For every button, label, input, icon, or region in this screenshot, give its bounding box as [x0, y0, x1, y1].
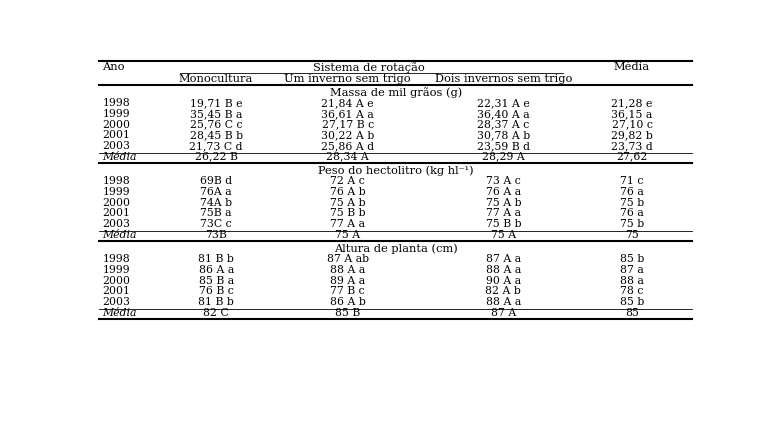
Text: 69B d: 69B d: [200, 176, 232, 186]
Text: 75 b: 75 b: [620, 198, 644, 208]
Text: 28,34 A: 28,34 A: [327, 152, 369, 161]
Text: 75 A b: 75 A b: [486, 198, 521, 208]
Text: 21,73 C d: 21,73 C d: [189, 141, 243, 151]
Text: 2000: 2000: [103, 198, 130, 208]
Text: 76 A a: 76 A a: [486, 187, 521, 197]
Text: 82 A b: 82 A b: [486, 286, 521, 296]
Text: 27,10 c: 27,10 c: [611, 120, 652, 130]
Text: 22,31 A e: 22,31 A e: [477, 98, 530, 108]
Text: 2003: 2003: [103, 141, 130, 151]
Text: 82 C: 82 C: [203, 308, 229, 318]
Text: 28,37 A c: 28,37 A c: [477, 120, 530, 130]
Text: 73C c: 73C c: [201, 219, 232, 229]
Text: 75 A b: 75 A b: [330, 198, 366, 208]
Text: 90 A a: 90 A a: [486, 276, 521, 286]
Text: 77 A a: 77 A a: [486, 208, 521, 218]
Text: 2001: 2001: [103, 286, 130, 296]
Text: Um inverno sem trigo: Um inverno sem trigo: [284, 74, 411, 83]
Text: 89 A a: 89 A a: [330, 276, 365, 286]
Text: 21,28 e: 21,28 e: [611, 98, 652, 108]
Text: 1999: 1999: [103, 265, 130, 275]
Text: Média: Média: [103, 152, 137, 161]
Text: 23,59 B d: 23,59 B d: [477, 141, 530, 151]
Text: 73B: 73B: [205, 230, 227, 240]
Text: Peso do hectolitro (kg hl⁻¹): Peso do hectolitro (kg hl⁻¹): [318, 165, 473, 176]
Text: Média: Média: [103, 308, 137, 318]
Text: 85: 85: [625, 308, 639, 318]
Text: 75 B b: 75 B b: [486, 219, 521, 229]
Text: 78 c: 78 c: [620, 286, 644, 296]
Text: Média: Média: [103, 230, 137, 240]
Text: 88 A a: 88 A a: [486, 297, 521, 307]
Text: 75 b: 75 b: [620, 219, 644, 229]
Text: 87 a: 87 a: [620, 265, 644, 275]
Text: 86 A a: 86 A a: [198, 265, 234, 275]
Text: 36,40 A a: 36,40 A a: [477, 109, 530, 119]
Text: 88 A a: 88 A a: [486, 265, 521, 275]
Text: 25,86 A d: 25,86 A d: [321, 141, 374, 151]
Text: 19,71 B e: 19,71 B e: [190, 98, 242, 108]
Text: 75 B b: 75 B b: [330, 208, 366, 218]
Text: Média: Média: [614, 62, 650, 72]
Text: 75 A: 75 A: [335, 230, 361, 240]
Text: 26,22 B: 26,22 B: [195, 152, 238, 161]
Text: Massa de mil grãos (g): Massa de mil grãos (g): [330, 87, 462, 98]
Text: 87 A: 87 A: [491, 308, 516, 318]
Text: 85 b: 85 b: [620, 254, 644, 264]
Text: 2001: 2001: [103, 208, 130, 218]
Text: Dois invernos sem trigo: Dois invernos sem trigo: [435, 74, 572, 83]
Text: 29,82 b: 29,82 b: [611, 130, 653, 140]
Text: 77 B c: 77 B c: [330, 286, 365, 296]
Text: 81 B b: 81 B b: [198, 297, 234, 307]
Text: 2001: 2001: [103, 130, 130, 140]
Text: 85 B: 85 B: [335, 308, 361, 318]
Text: 23,73 d: 23,73 d: [611, 141, 653, 151]
Text: 30,22 A b: 30,22 A b: [321, 130, 374, 140]
Text: 27,62: 27,62: [616, 152, 648, 161]
Text: 81 B b: 81 B b: [198, 254, 234, 264]
Text: 1999: 1999: [103, 187, 130, 197]
Text: 1999: 1999: [103, 109, 130, 119]
Text: 1998: 1998: [103, 176, 130, 186]
Text: 76 B c: 76 B c: [198, 286, 234, 296]
Text: 2000: 2000: [103, 276, 130, 286]
Text: 72 A c: 72 A c: [330, 176, 365, 186]
Text: 1998: 1998: [103, 98, 130, 108]
Text: 2003: 2003: [103, 219, 130, 229]
Text: 87 A ab: 87 A ab: [327, 254, 369, 264]
Text: Ano: Ano: [103, 62, 125, 72]
Text: Altura de planta (cm): Altura de planta (cm): [334, 243, 458, 254]
Text: 86 A b: 86 A b: [330, 297, 366, 307]
Text: 87 A a: 87 A a: [486, 254, 521, 264]
Text: 36,61 A a: 36,61 A a: [321, 109, 374, 119]
Text: 88 a: 88 a: [620, 276, 644, 286]
Text: 30,78 A b: 30,78 A b: [477, 130, 530, 140]
Text: 2000: 2000: [103, 120, 130, 130]
Text: 21,84 A e: 21,84 A e: [321, 98, 374, 108]
Text: 71 c: 71 c: [620, 176, 644, 186]
Text: 85 B a: 85 B a: [198, 276, 234, 286]
Text: 88 A a: 88 A a: [330, 265, 365, 275]
Text: 28,45 B b: 28,45 B b: [190, 130, 242, 140]
Text: 74A b: 74A b: [200, 198, 232, 208]
Text: 76A a: 76A a: [201, 187, 232, 197]
Text: 85 b: 85 b: [620, 297, 644, 307]
Text: 25,76 C c: 25,76 C c: [190, 120, 242, 130]
Text: 76 a: 76 a: [620, 187, 644, 197]
Text: 76 A b: 76 A b: [330, 187, 366, 197]
Text: 28,29 A: 28,29 A: [482, 152, 525, 161]
Text: 77 A a: 77 A a: [330, 219, 365, 229]
Text: 1998: 1998: [103, 254, 130, 264]
Text: 35,45 B a: 35,45 B a: [190, 109, 242, 119]
Text: 75B a: 75B a: [201, 208, 232, 218]
Text: Monocultura: Monocultura: [179, 74, 253, 83]
Text: 36,15 a: 36,15 a: [611, 109, 652, 119]
Text: 2003: 2003: [103, 297, 130, 307]
Text: 75 A: 75 A: [491, 230, 516, 240]
Text: 75: 75: [625, 230, 639, 240]
Text: 27,17 B c: 27,17 B c: [322, 120, 374, 130]
Text: Sistema de rotação: Sistema de rotação: [313, 62, 425, 73]
Text: 76 a: 76 a: [620, 208, 644, 218]
Text: 73 A c: 73 A c: [486, 176, 521, 186]
